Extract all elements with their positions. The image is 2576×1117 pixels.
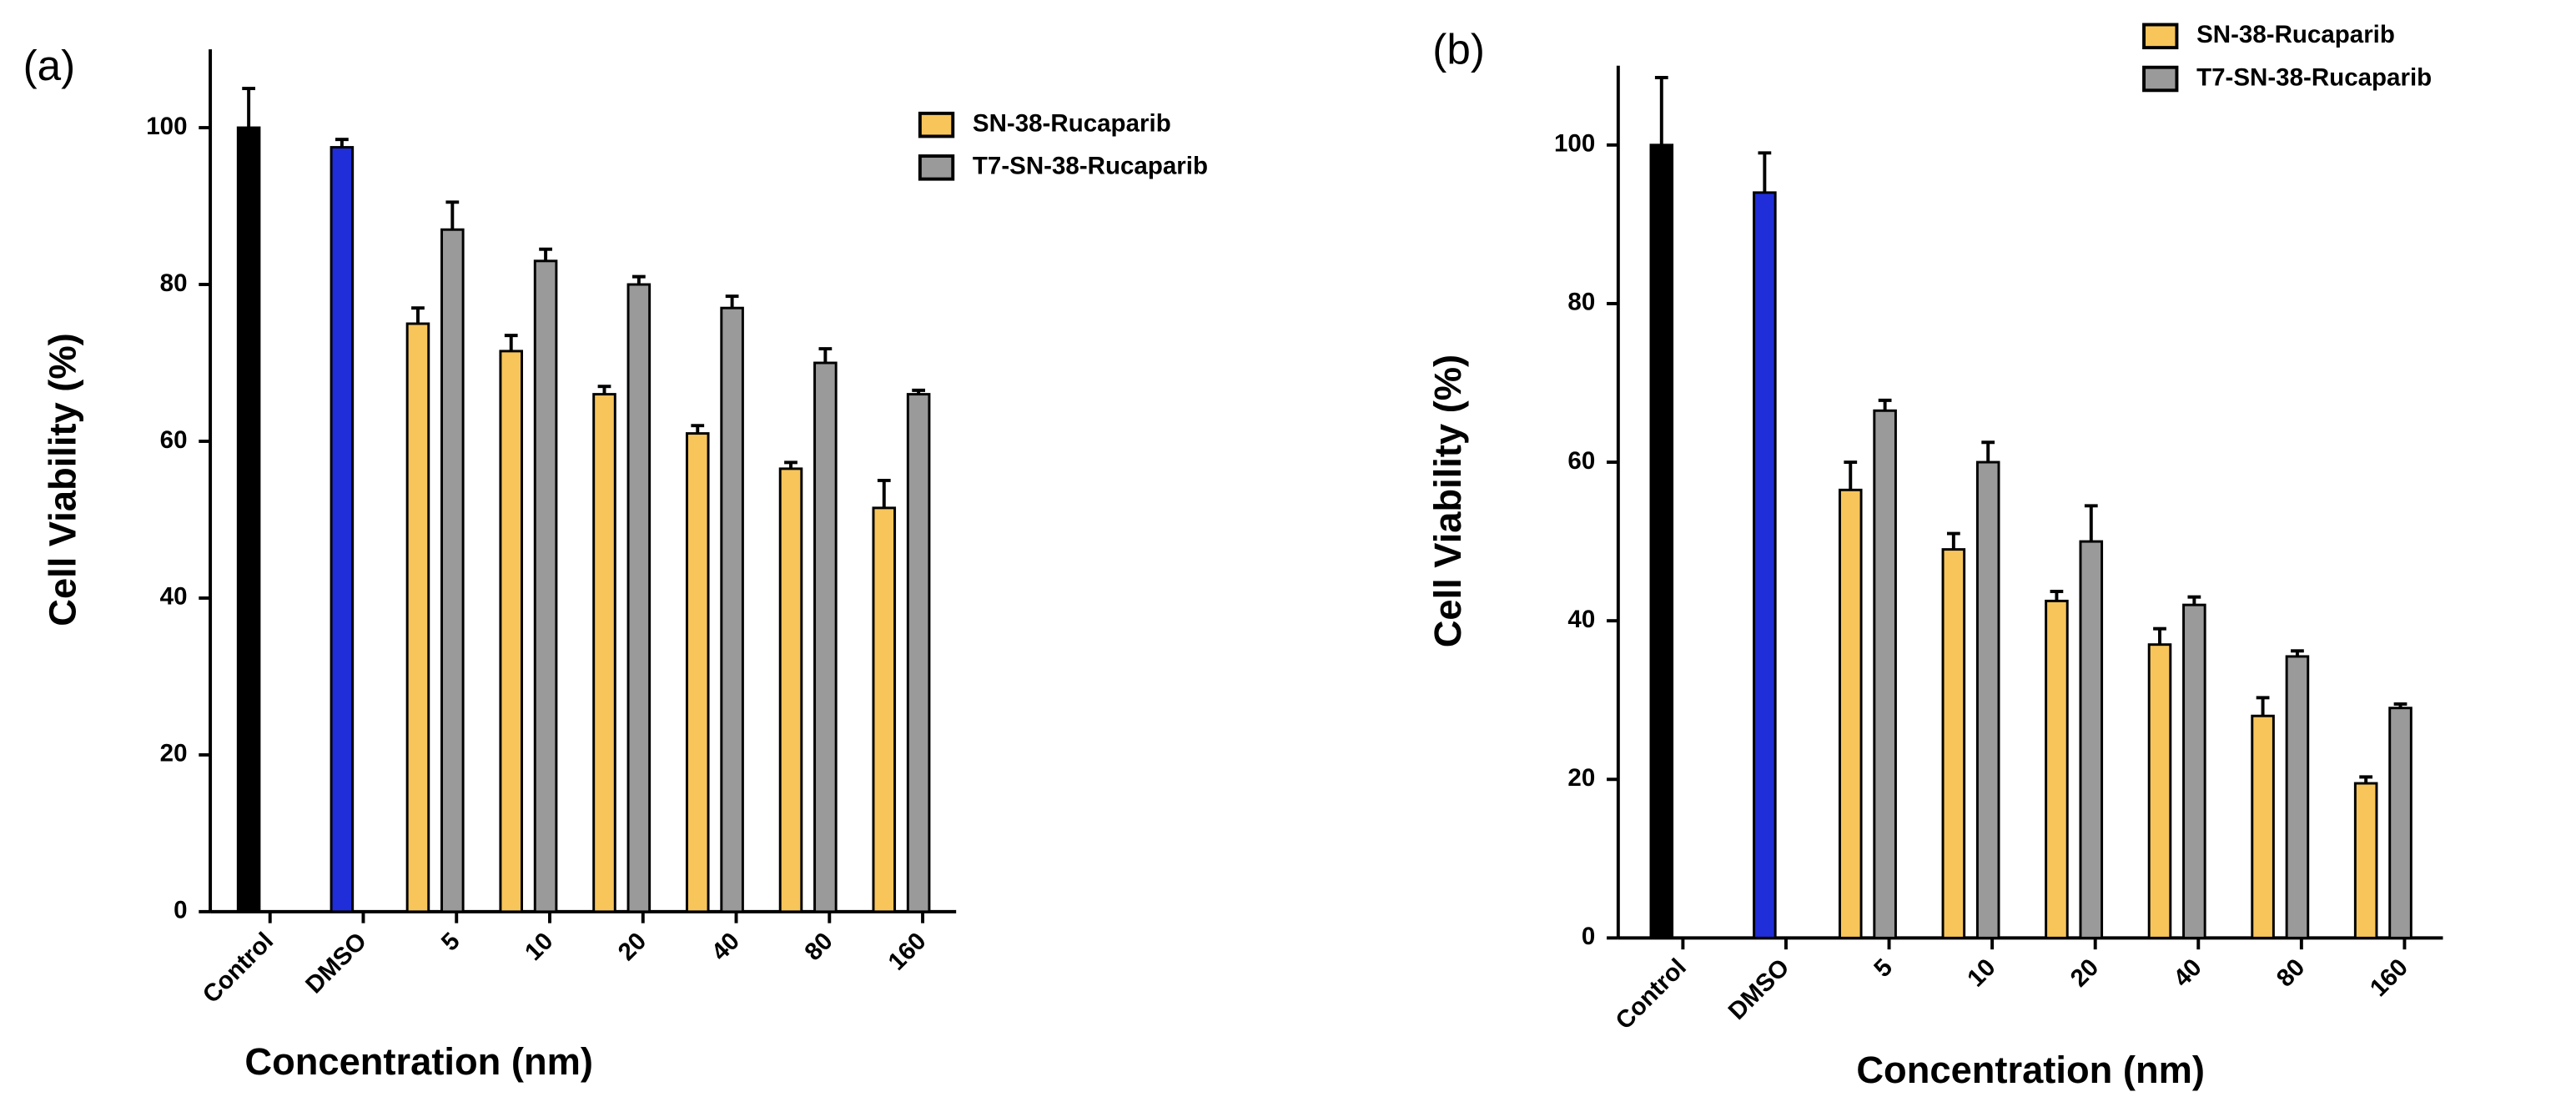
x-tick-label: 80 [2272,953,2311,993]
bar [2285,655,2310,939]
y-tick-label: 20 [160,740,188,767]
bar [626,283,652,913]
panel-label: (b) [1432,26,1485,73]
x-tick-label: 160 [2365,953,2413,1002]
bar [778,467,803,913]
y-tick-label: 100 [1554,130,1595,158]
bar [1838,488,1863,939]
bar [1873,409,1897,939]
x-tick-label: 5 [1869,953,1898,983]
legend-label: SN-38-Rucaparib [973,109,1171,137]
x-tick-label: 40 [706,927,745,966]
bar [330,146,355,913]
bar [906,393,931,913]
bar [1753,191,1777,939]
x-tick-label: 20 [2065,953,2105,993]
x-axis-title: Concentration (nm) [244,1040,593,1083]
x-tick-label: 10 [1962,953,2001,993]
x-tick-label: 20 [613,927,652,966]
x-tick-label: 5 [436,927,465,956]
bar [720,306,744,913]
bar [499,350,524,913]
legend-swatch [918,111,955,138]
y-tick-label: 100 [146,113,187,140]
y-tick-label: 80 [160,269,188,297]
x-tick-label: DMSO [1723,953,1794,1025]
bar [813,361,838,913]
x-tick-label: 10 [520,927,559,966]
y-tick-label: 80 [1567,289,1595,316]
legend-swatch [2142,23,2179,50]
y-axis-title: Cell Viability (%) [1426,355,1469,647]
bar [2079,540,2104,939]
legend-label: SN-38-Rucaparib [2196,21,2395,48]
bar [1941,548,1966,939]
y-tick-label: 0 [174,897,187,924]
y-axis-title: Cell Viability (%) [42,333,84,626]
legend-label: T7-SN-38-Rucaparib [973,153,1208,180]
y-tick-label: 60 [160,426,188,454]
bar [1975,460,2000,939]
panel-label: (a) [23,42,76,89]
x-tick-label: DMSO [300,927,372,999]
y-tick-label: 40 [160,583,188,611]
x-tick-label: 40 [2168,953,2207,993]
legend-swatch [918,154,955,181]
bar [2251,714,2275,939]
bar [2388,707,2412,939]
x-tick-label: 160 [883,927,931,975]
x-tick-label: Control [1610,953,1692,1035]
y-tick-label: 60 [1567,447,1595,475]
x-tick-label: Control [198,927,279,1009]
legend-swatch [2142,65,2179,93]
bar [2182,603,2206,939]
bar [2353,782,2378,939]
bar [236,126,261,913]
bar [1649,143,1674,939]
bar [405,322,430,913]
y-tick-label: 20 [1567,764,1595,792]
x-tick-label: 80 [799,927,838,966]
bar [592,393,616,913]
bar [685,432,710,913]
y-tick-label: 0 [1582,923,1595,950]
bar [872,506,897,913]
x-axis-title: Concentration (nm) [1856,1049,2205,1091]
legend-label: T7-SN-38-Rucaparib [2196,63,2432,91]
bar [440,228,465,913]
y-tick-label: 40 [1567,606,1595,633]
bar [533,259,558,913]
bar [2147,643,2172,939]
bar [2045,599,2069,939]
